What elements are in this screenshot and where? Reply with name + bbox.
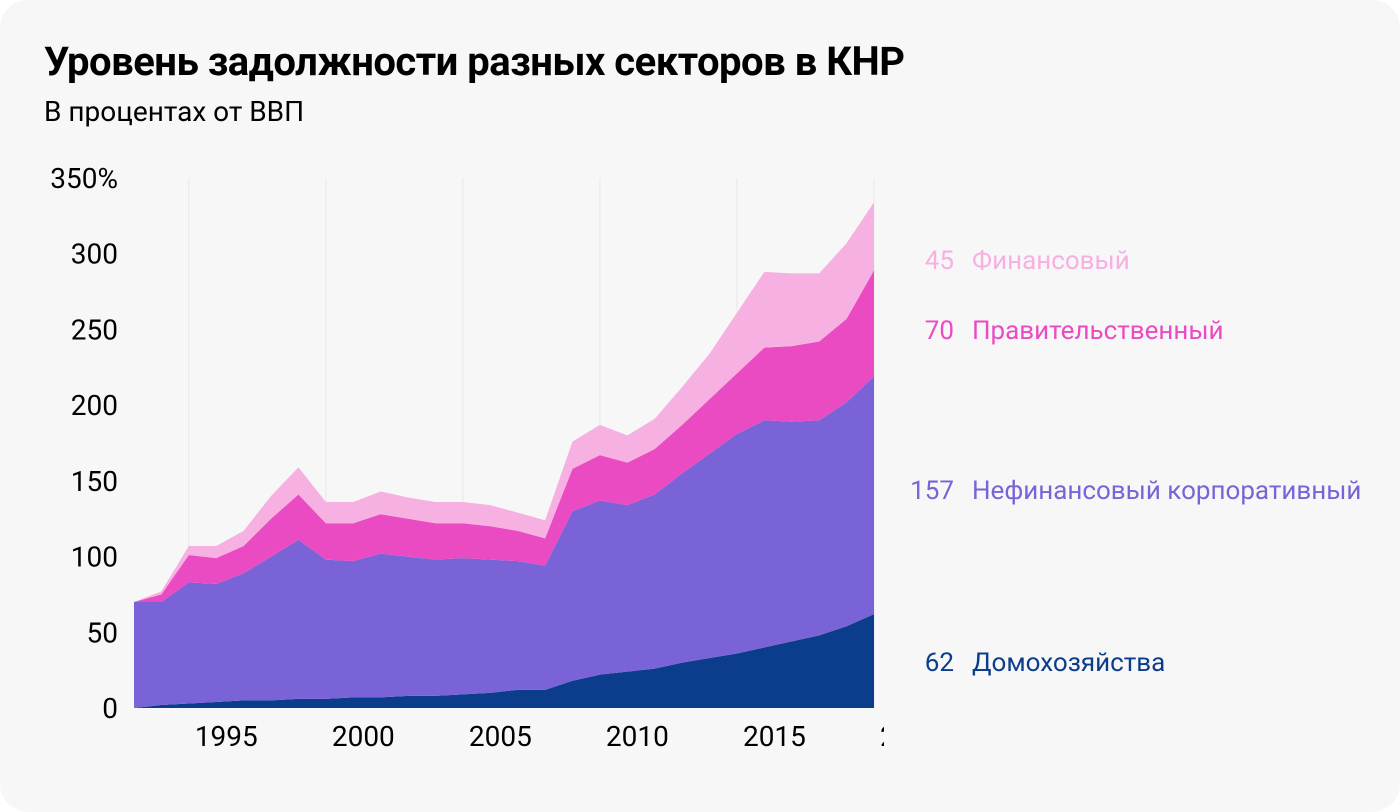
- y-tick-label: 200: [71, 389, 118, 422]
- legend-financial: 45 Финансовый: [904, 246, 1130, 276]
- legend-value: 70: [904, 316, 954, 346]
- x-tick-label: 2000: [332, 720, 395, 753]
- legend-government: 70 Правительственный: [904, 316, 1224, 346]
- legend-label: Нефинансовый корпоративный: [972, 476, 1361, 506]
- y-tick-label: 350%: [50, 162, 118, 195]
- y-tick-label: 250: [71, 313, 118, 346]
- y-tick-label: 50: [87, 616, 118, 649]
- legend-value: 45: [904, 246, 954, 276]
- chart-area: 0 50 100 150 200 250 300 350% 1995 2000 2005 2010 20…: [44, 158, 1356, 778]
- legend-label: Домохозяйства: [972, 648, 1165, 678]
- x-tick-label: 2005: [469, 720, 532, 753]
- stacked-area-chart: 0 50 100 150 200 250 300 350% 1995 2000 2005 2010 20…: [44, 158, 884, 768]
- legend-nonfin_corp: 157 Нефинансовый корпоративный: [904, 476, 1361, 506]
- legend-value: 157: [904, 476, 954, 506]
- chart-card: Уровень задолжности разных секторов в КН…: [0, 0, 1400, 812]
- y-tick-label: 300: [71, 238, 118, 271]
- x-tick-label: 2020: [880, 720, 884, 753]
- chart-title: Уровень задолжности разных секторов в КН…: [44, 38, 1356, 85]
- x-tick-label: 2010: [606, 720, 669, 753]
- legend-label: Правительственный: [972, 316, 1224, 346]
- legend-label: Финансовый: [972, 246, 1130, 276]
- x-tick-label: 1995: [195, 720, 258, 753]
- chart-subtitle: В процентах от ВВП: [44, 95, 1356, 128]
- x-tick-label: 2015: [743, 720, 806, 753]
- legend-value: 62: [904, 648, 954, 678]
- y-tick-label: 100: [71, 541, 118, 574]
- y-tick-label: 150: [71, 465, 118, 498]
- y-tick-label: 0: [102, 692, 118, 725]
- legend-households: 62 Домохозяйства: [904, 648, 1165, 678]
